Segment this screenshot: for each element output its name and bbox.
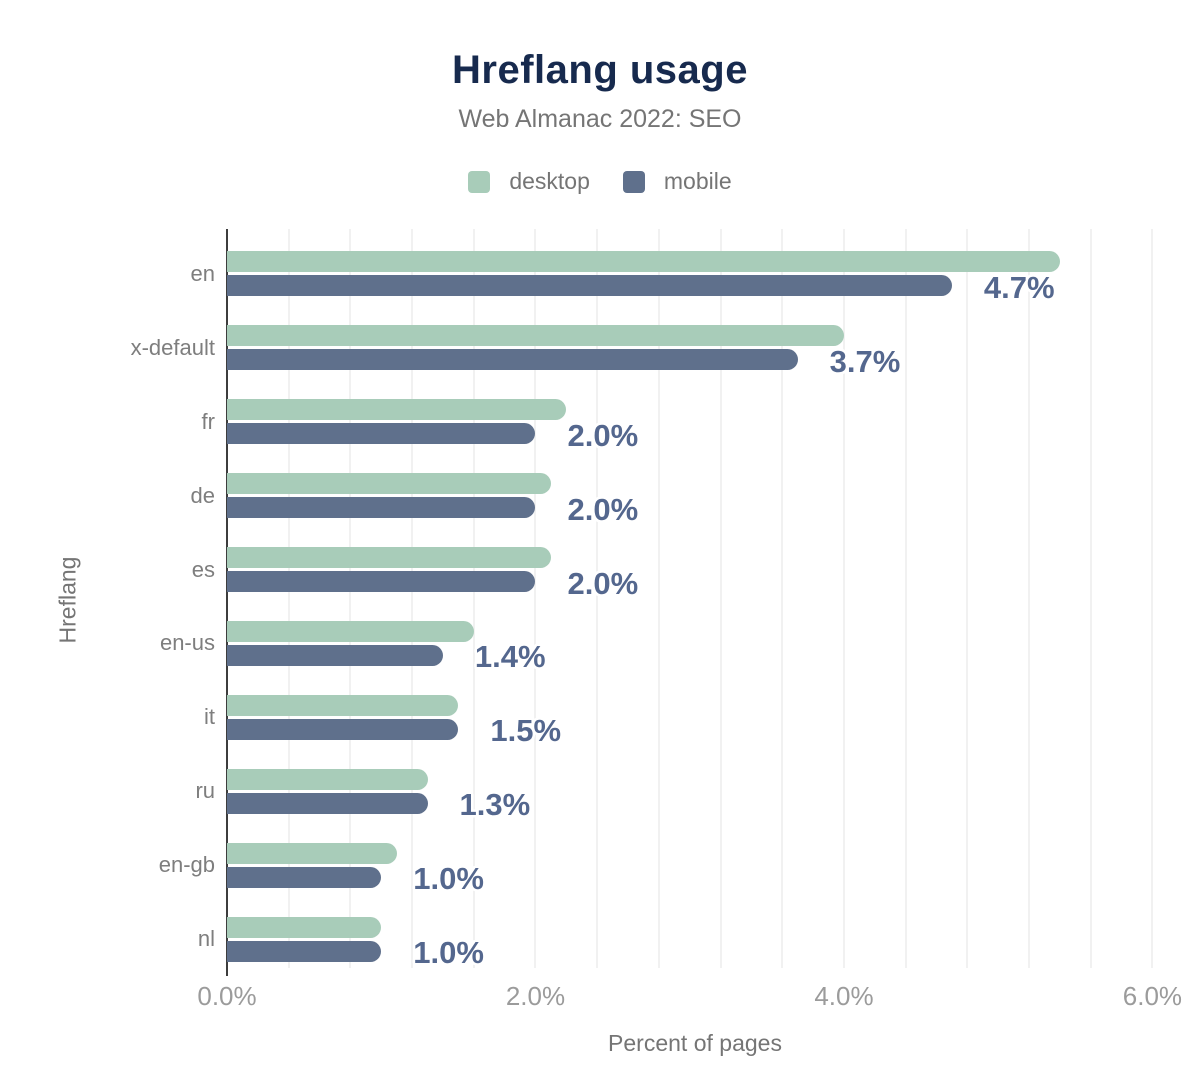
bar-mobile-it [227,718,459,740]
category-label-x-default: x-default [130,334,215,360]
bar-desktop-en-us [227,620,474,642]
chart-row-x-default: x-default 3.7% [131,303,1164,379]
gridline [966,229,969,968]
bar-desktop-nl [227,916,382,938]
gridline [719,229,722,968]
chart-row-nl: nl 1.0% [198,894,1164,970]
y-axis-title: Hreflang [54,556,81,644]
x-axis-ticks: 0.0% 2.0% 4.0% 6.0% [197,981,1182,1011]
gridline [781,229,784,968]
category-label-ru: ru [195,778,215,804]
category-label-en-gb: en-gb [158,852,215,878]
x-tick-4.0%: 4.0% [814,981,874,1011]
bar-desktop-es [227,547,551,569]
bar-group-fr: fr 2.0% [202,399,1164,453]
value-label-de: 2.0% [567,491,639,527]
bar-mobile-en-gb [227,866,382,888]
category-label-en: en [190,260,215,286]
gridline [534,229,537,968]
bar-group-ru: ru 1.3% [195,768,1164,822]
chart-row-es: es 2.0% [192,525,1164,601]
bar-group-nl: nl 1.0% [198,916,1164,970]
bar-desktop-x-default [227,325,844,347]
chart-subtitle: Web Almanac 2022: SEO [458,105,742,133]
bar-desktop-it [227,694,459,716]
legend-label-mobile: mobile [663,168,732,194]
bar-group-es: es 2.0% [192,547,1164,601]
bar-desktop-en [227,251,1060,273]
gridline [287,229,290,968]
bar-mobile-de [227,497,536,519]
gridline [411,229,414,968]
value-label-fr: 2.0% [567,417,639,453]
gridline [472,229,475,968]
chart-title: Hreflang usage [452,48,748,92]
chart-row-de: de 2.0% [191,451,1164,527]
gridline [596,229,599,968]
category-label-en-us: en-us [159,630,215,656]
value-label-x-default: 3.7% [829,343,901,379]
bar-desktop-ru [227,768,428,790]
gridline [1151,229,1154,968]
category-label-de: de [190,482,215,508]
x-tick-0.0%: 0.0% [197,981,257,1011]
desktop-swatch-icon [468,170,491,193]
legend-item-desktop: desktop [468,168,590,195]
x-axis-title: Percent of pages [608,1030,782,1056]
chart-row-fr: fr 2.0% [202,377,1164,453]
gridline [1028,229,1031,968]
y-axis-line [226,229,228,976]
bar-mobile-ru [227,792,428,814]
bar-mobile-fr [227,423,536,445]
legend: desktop mobile [0,168,1200,195]
category-label-fr: fr [201,408,215,434]
mobile-swatch-icon [622,170,645,193]
bar-mobile-x-default [227,349,798,371]
bar-mobile-nl [227,940,382,962]
value-label-es: 2.0% [567,565,639,601]
chart-row-ru: ru 1.3% [195,746,1164,822]
value-label-en-us: 1.4% [474,639,546,675]
gridline [1089,229,1092,968]
bar-group-en-us: en-us 1.4% [160,620,1164,674]
legend-item-mobile: mobile [622,168,732,195]
x-tick-2.0%: 2.0% [505,981,566,1011]
bar-mobile-es [227,571,536,593]
bar-desktop-fr [227,399,567,421]
category-label-nl: nl [197,926,215,952]
gridline [349,229,352,968]
category-label-it: it [204,704,215,730]
bar-desktop-en-gb [227,842,397,864]
chart-row-en-us: en-us 1.4% [160,599,1164,674]
value-label-en: 4.7% [983,269,1055,305]
bar-mobile-en-us [227,644,443,666]
x-tick-6.0%: 6.0% [1122,981,1183,1011]
gridline [842,229,845,968]
value-label-it: 1.5% [490,713,562,749]
bar-group-en-gb: en-gb 1.0% [159,842,1164,896]
chart-row-en: en 4.7% [191,229,1164,305]
value-label-en-gb: 1.0% [413,861,484,897]
value-label-nl: 1.0% [413,935,484,971]
category-label-es: es [191,556,215,582]
chart-row-it: it 1.5% [204,672,1164,748]
value-label-ru: 1.3% [459,787,531,823]
bar-rows: en 4.7% x-default 3.7% fr 2.0% de 2.0% es 2.0% en-… [131,229,1164,970]
bar-mobile-en [227,275,952,297]
gridline [657,229,660,968]
gridline [904,229,907,968]
bar-group-de: de 2.0% [191,473,1164,527]
bar-group-it: it 1.5% [204,694,1164,748]
legend-label-desktop: desktop [509,168,590,194]
bar-desktop-de [227,473,551,495]
plot-area: en 4.7% x-default 3.7% fr 2.0% de 2.0% es 2.0% en-… [131,229,1164,976]
bar-group-en: en 4.7% [191,251,1164,305]
bar-group-x-default: x-default 3.7% [131,325,1164,379]
chart-row-en-gb: en-gb 1.0% [159,820,1164,896]
